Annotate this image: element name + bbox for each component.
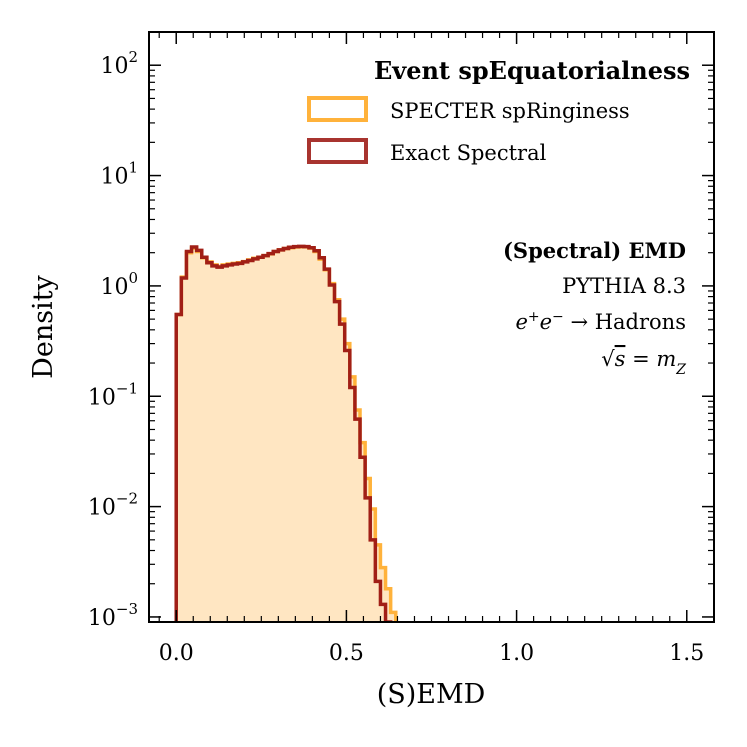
y-axis-label: Density (28, 274, 59, 378)
y-tick-label: 10−3 (88, 600, 138, 631)
legend-title: Event spEquatorialness (374, 56, 690, 85)
x-tick-label: 1.0 (499, 641, 534, 666)
annotation-title: (Spectral) EMD (503, 238, 686, 263)
annotation-block: (Spectral) EMD PYTHIA 8.3 e+e− → Hadrons… (503, 238, 686, 378)
y-tick-label: 100 (100, 269, 138, 300)
x-tick-label: 1.5 (669, 641, 704, 666)
legend-entry-exact: Exact Spectral (390, 141, 547, 165)
axis-tick-labels: 0.0 0.5 1.0 1.5 10−3 10−2 10−1 100 101 102 (88, 48, 704, 666)
annotation-generator: PYTHIA 8.3 (562, 274, 686, 298)
series-fill-0 (176, 246, 396, 622)
legend: Event spEquatorialness SPECTER spRingine… (307, 56, 690, 165)
y-tick-label: 10−2 (88, 490, 138, 521)
x-axis-label: (S)EMD (377, 679, 486, 710)
histogram-series (174, 244, 398, 622)
series-step-1 (174, 244, 398, 622)
y-tick-label: 101 (100, 159, 138, 190)
y-tick-label: 102 (100, 48, 138, 79)
x-tick-label: 0.5 (329, 641, 364, 666)
x-tick-label: 0.0 (159, 641, 194, 666)
annotation-process: e+e− → Hadrons (515, 309, 686, 334)
legend-swatch-exact (307, 138, 368, 164)
y-tick-label: 10−1 (88, 379, 138, 410)
legend-entry-specter: SPECTER spRinginess (390, 99, 630, 123)
annotation-energy: √s = mZ (601, 347, 686, 378)
axis-ticks (149, 31, 714, 623)
legend-swatch-specter (307, 96, 368, 122)
